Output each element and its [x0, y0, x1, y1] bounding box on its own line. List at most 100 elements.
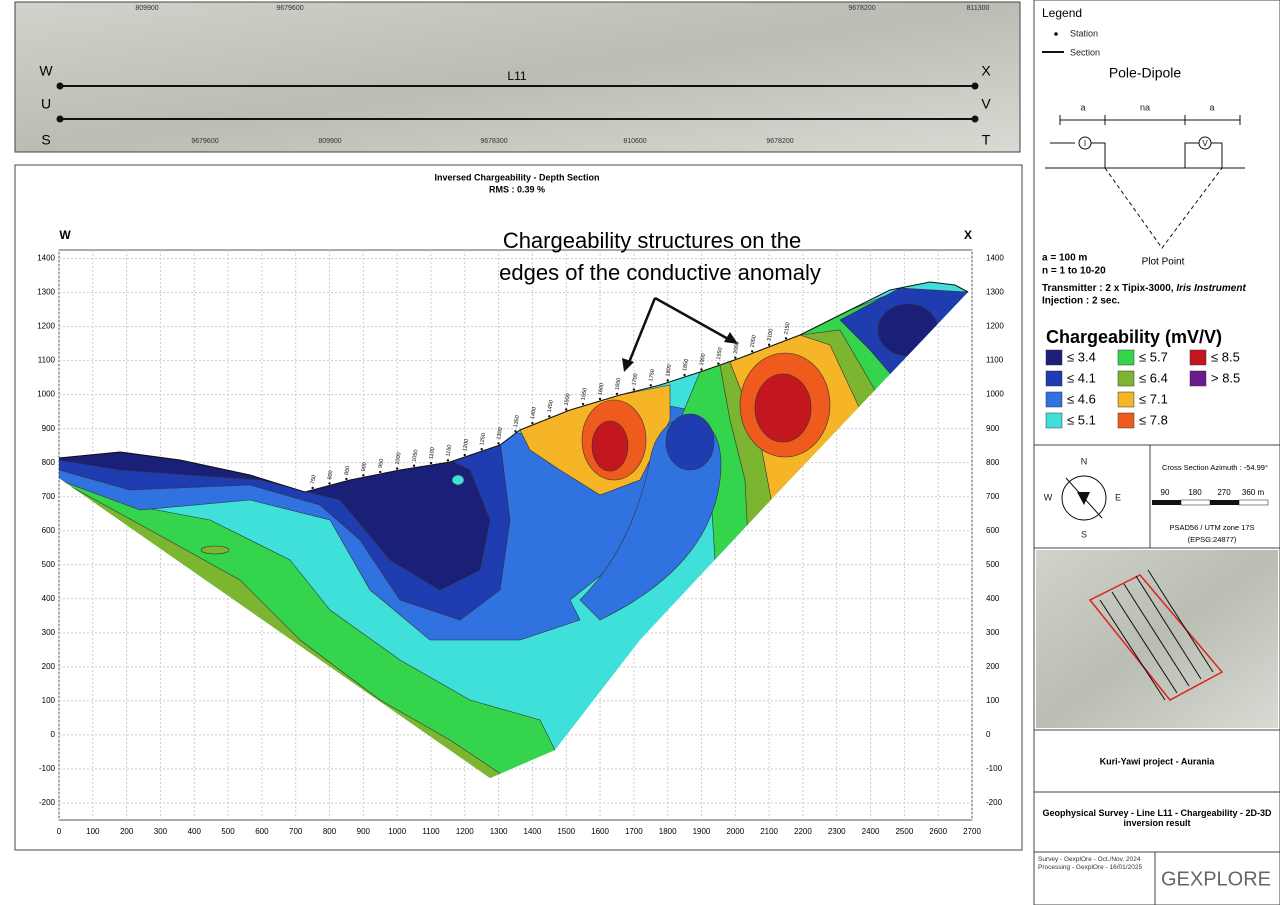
param: a = 100 m: [1042, 253, 1087, 264]
class-label: ≤ 6.4: [1139, 370, 1168, 385]
station-label: 1100: [428, 447, 436, 460]
chart-title: Inversed Chargeability - Depth Section: [434, 172, 599, 182]
x-tick-label: 600: [255, 827, 269, 836]
station: [328, 482, 331, 485]
crs: PSAD56 / UTM zone 17S: [1169, 523, 1254, 532]
project: Kuri-Yawi project - Aurania: [1100, 756, 1216, 766]
credits-box: Survey - GexplOre - Oct./Nov. 2024Proces…: [1038, 856, 1143, 872]
y-tick-label: 1400: [986, 254, 1004, 263]
station-label: 1200: [462, 438, 470, 451]
endpoint: [971, 82, 979, 90]
station: [362, 474, 365, 477]
y-tick-label: -100: [986, 764, 1003, 773]
y-tick-label: -200: [39, 798, 56, 807]
x-tick-label: 2600: [929, 827, 947, 836]
x-tick-label: 1500: [557, 827, 575, 836]
x-tick-label: 1800: [659, 827, 677, 836]
class-label: ≤ 5.7: [1139, 349, 1168, 364]
x-tick-label: 1400: [524, 827, 542, 836]
y-tick-label: -100: [39, 764, 56, 773]
x-tick-label: 100: [86, 827, 100, 836]
class-swatch: [1045, 349, 1063, 366]
y-tick-label: 1300: [37, 288, 55, 297]
station: [412, 464, 416, 467]
survey-title-box: Geophysical Survey - Line L11 - Chargeab…: [1042, 808, 1272, 828]
x-tick-label: 2200: [794, 827, 812, 836]
class-label: ≤ 7.8: [1139, 412, 1168, 427]
spacing-label: a: [1209, 102, 1214, 112]
endpoint: [56, 82, 64, 90]
y-tick-label: 200: [986, 662, 1000, 671]
zone: [200, 545, 230, 555]
array-diagram: [1045, 115, 1245, 249]
class-swatch: [1189, 370, 1207, 387]
annotation-arrow: [626, 296, 731, 366]
class-label: ≤ 8.5: [1211, 349, 1240, 364]
y-tick-label: 100: [42, 696, 56, 705]
station-label: 1500: [564, 393, 572, 406]
station-label: 2000: [733, 341, 741, 354]
y-tick-label: 1100: [38, 356, 56, 365]
x-tick-label: 2700: [963, 827, 981, 836]
sidebar: [1033, 0, 1280, 905]
survey-title: Geophysical Survey - Line L11 - Chargeab…: [1042, 808, 1272, 828]
plot-point-label: Plot Point: [1142, 257, 1185, 268]
y-tick-label: 600: [42, 526, 56, 535]
x-tick-label: 1200: [456, 827, 474, 836]
class-swatch: [1117, 370, 1135, 387]
legend-label: Station: [1070, 28, 1098, 38]
x-tick-label: 300: [154, 827, 168, 836]
y-tick-label: 700: [42, 492, 56, 501]
station-label: 1700: [631, 373, 639, 386]
station: [480, 448, 483, 451]
y-tick-label: 300: [986, 628, 1000, 637]
y-tick-label: 0: [51, 730, 56, 739]
endpoint: [971, 115, 979, 123]
credit: Processing - GexplOre - 16/01/2025: [1038, 864, 1143, 872]
legend-label: Section: [1070, 47, 1100, 57]
y-tick-label: 800: [986, 458, 1000, 467]
station-label: 800: [327, 470, 335, 480]
y-tick-label: 1200: [986, 322, 1004, 331]
station: [429, 461, 433, 465]
station-label: 2050: [750, 335, 758, 348]
x-tick-label: 2000: [726, 827, 744, 836]
y-tick-label: 1400: [37, 254, 55, 263]
station-label: 1900: [699, 353, 707, 366]
station-label: 1600: [598, 382, 606, 395]
x-tick-label: 1900: [693, 827, 711, 836]
scale-bar: [1238, 499, 1269, 506]
x-tick-label: 1300: [490, 827, 508, 836]
station-label: 950: [378, 458, 386, 468]
station: [345, 477, 348, 481]
array-title: Pole-Dipole: [1109, 65, 1182, 81]
end-label: T: [982, 132, 991, 148]
station-symbol: [1054, 32, 1058, 36]
station: [379, 470, 382, 474]
transmitter: Transmitter : 2 x Tipix-3000,: [1042, 283, 1176, 294]
annotation: Chargeability structures on the: [503, 228, 801, 253]
class-swatch: [1045, 391, 1063, 408]
compass-label: N: [1081, 456, 1088, 466]
endpoint: [56, 115, 64, 123]
compass-label: E: [1115, 492, 1121, 502]
station-label: 1550: [581, 388, 589, 401]
station-label: 900: [361, 462, 369, 472]
end-label: W: [39, 63, 53, 79]
station-label: 1850: [682, 359, 690, 372]
compass-label: S: [1081, 529, 1087, 539]
scale-label: 360 m: [1242, 488, 1265, 497]
y-tick-label: 1300: [986, 288, 1004, 297]
station: [514, 430, 517, 433]
station-label: 1050: [412, 449, 420, 462]
coord-label: 9679600: [276, 5, 303, 12]
map-strip: [14, 1, 1021, 153]
spacing-label: a: [1080, 102, 1085, 112]
station-label: 2100: [767, 328, 775, 341]
x-tick-label: 200: [120, 827, 134, 836]
y-tick-label: 1000: [986, 390, 1004, 399]
y-tick-label: 800: [42, 458, 56, 467]
y-tick-label: 700: [986, 492, 1000, 501]
station: [311, 486, 314, 490]
electrode-symbol: V: [1202, 139, 1208, 148]
